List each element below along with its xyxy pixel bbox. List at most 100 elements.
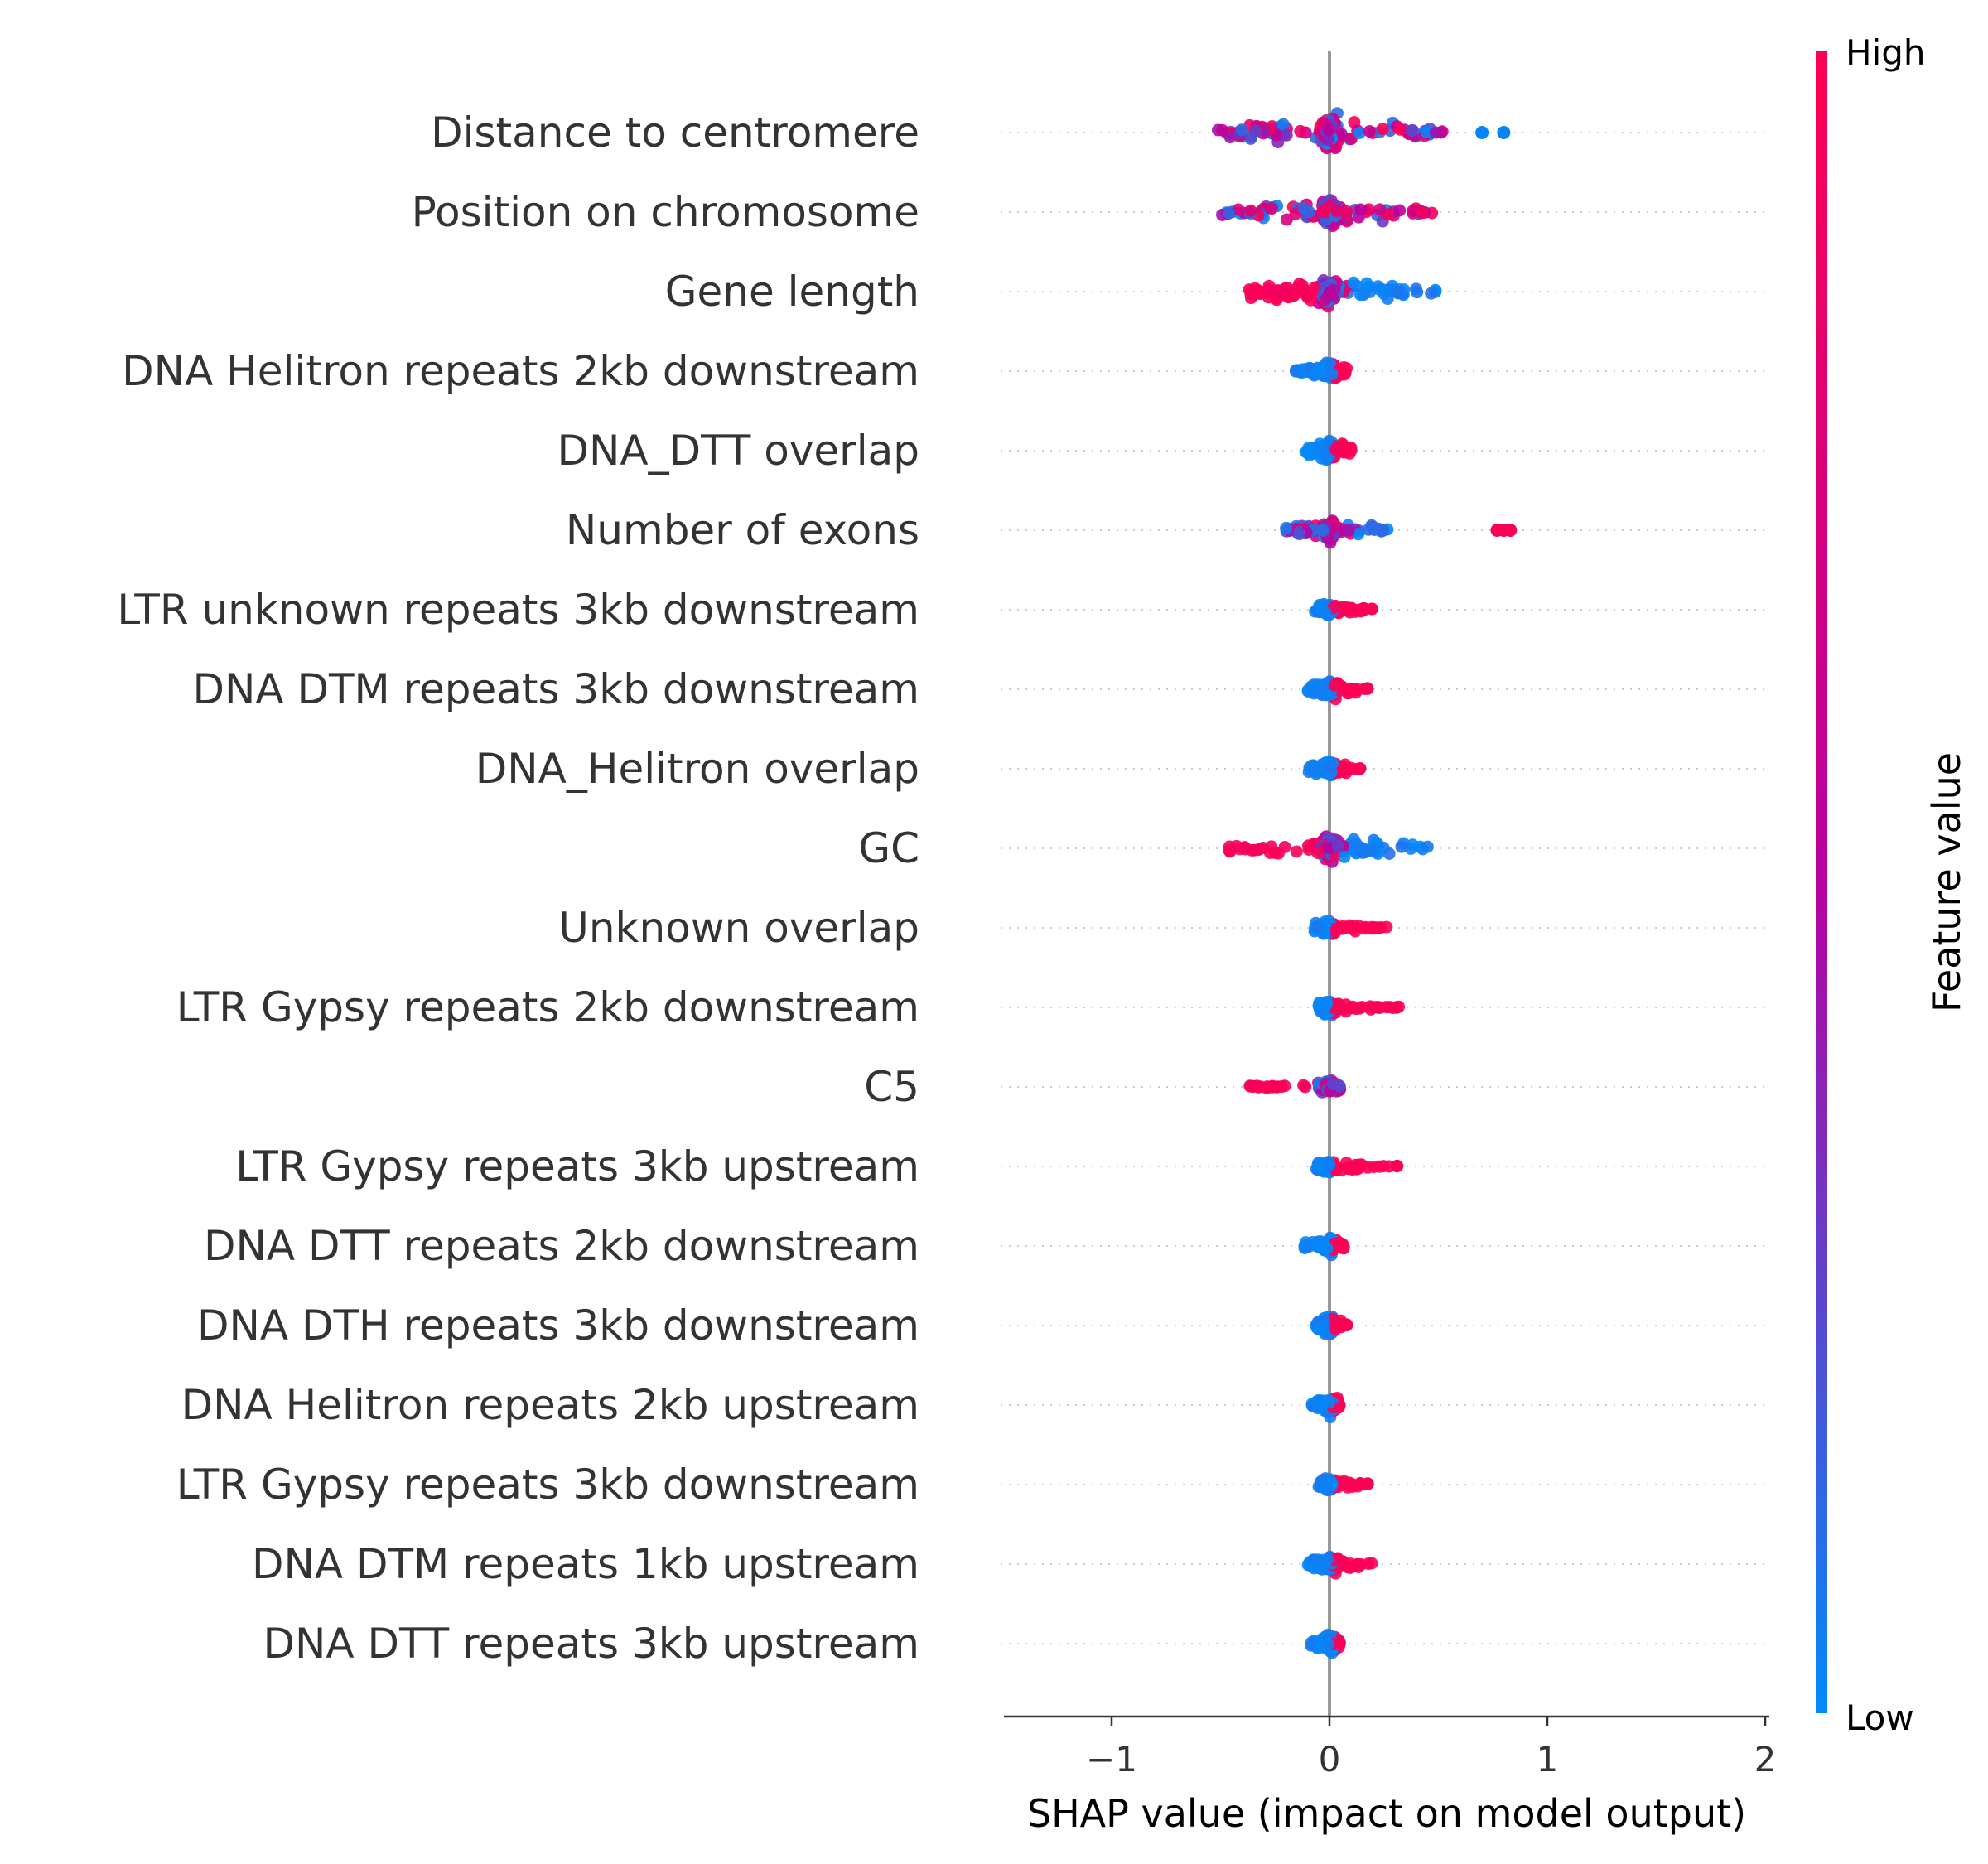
row-guides <box>1001 132 1764 1644</box>
shap-point <box>1354 203 1368 216</box>
shap-point <box>1395 840 1408 853</box>
feature-label: DNA DTT repeats 3kb upstream <box>263 1620 919 1668</box>
shap-point <box>1416 206 1428 220</box>
shap-point <box>1262 286 1275 299</box>
feature-label: LTR unknown repeats 3kb downstream <box>117 586 919 634</box>
shap-point <box>1276 118 1290 131</box>
shap-point <box>1344 1478 1357 1491</box>
shap-point <box>1244 204 1257 217</box>
shap-point <box>1367 922 1380 935</box>
shap-point <box>1391 286 1404 299</box>
shap-point <box>1411 286 1424 299</box>
shap-point <box>1298 1239 1311 1253</box>
shap-point <box>1361 1478 1374 1491</box>
shap-point <box>1223 206 1235 220</box>
shap-point <box>1339 601 1353 614</box>
feature-label: DNA_Helitron overlap <box>475 745 919 793</box>
shap-point <box>1299 1080 1312 1094</box>
shap-point <box>1321 1637 1334 1650</box>
shap-point <box>1296 279 1309 292</box>
feature-label: GC <box>858 824 919 872</box>
shap-point <box>1316 205 1329 218</box>
feature-label: DNA DTM repeats 1kb upstream <box>252 1540 919 1588</box>
shap-point <box>1326 1078 1339 1091</box>
shap-point <box>1339 921 1353 934</box>
shap-point <box>1421 840 1434 853</box>
shap-point <box>1321 133 1334 146</box>
feature-label: Distance to centromere <box>431 109 919 157</box>
shap-point <box>1352 1161 1365 1175</box>
x-ticks: −1 0 1 2 <box>1086 1717 1776 1779</box>
shap-point <box>1406 124 1418 137</box>
shap-point <box>1216 123 1229 137</box>
feature-label: DNA DTH repeats 3kb downstream <box>197 1301 919 1350</box>
shap-point <box>1340 1157 1353 1170</box>
shap-point <box>1353 1002 1366 1015</box>
shap-point <box>1232 203 1245 216</box>
x-tick-label: 1 <box>1537 1739 1559 1779</box>
shap-point <box>1263 847 1276 859</box>
shap-point <box>1347 276 1360 289</box>
shap-point <box>1393 204 1407 217</box>
shap-point <box>1314 761 1327 774</box>
shap-point <box>1322 842 1335 855</box>
shap-point <box>1368 524 1382 536</box>
shap-point <box>1353 127 1366 139</box>
shap-point <box>1329 924 1343 937</box>
x-tick-label: 2 <box>1754 1739 1777 1779</box>
shap-point <box>1307 282 1320 295</box>
shap-point <box>1392 1000 1406 1013</box>
shap-point <box>1279 283 1292 297</box>
shap-point <box>1363 1000 1377 1013</box>
shap-point <box>1235 123 1248 137</box>
shap-point <box>1319 1000 1332 1013</box>
feature-label: Unknown overlap <box>558 904 919 952</box>
feature-labels: Distance to centromere Position on chromo… <box>117 109 919 1668</box>
shap-point <box>1373 283 1387 297</box>
shap-point <box>1420 125 1433 138</box>
beeswarm-points <box>1212 107 1518 1659</box>
shap-point <box>1429 126 1442 139</box>
shap-point <box>1314 443 1327 456</box>
shap-point <box>1320 1481 1333 1495</box>
shap-point <box>1304 293 1317 307</box>
feature-label: LTR Gypsy repeats 2kb downstream <box>176 983 919 1031</box>
colorbar-title: Feature value <box>1924 752 1969 1012</box>
shap-point <box>1309 366 1322 379</box>
shap-point <box>1265 202 1278 215</box>
shap-outlier-point <box>1497 126 1511 139</box>
feature-label: LTR Gypsy repeats 3kb downstream <box>176 1461 919 1509</box>
shap-point <box>1367 843 1380 857</box>
shap-point <box>1308 1561 1321 1574</box>
shap-point <box>1321 1553 1334 1566</box>
colorbar: High Low Feature value <box>1816 32 1969 1738</box>
shap-point <box>1358 603 1371 616</box>
shap-outlier-point <box>1503 524 1518 537</box>
feature-label: DNA DTM repeats 3kb downstream <box>192 665 919 713</box>
shap-point <box>1238 841 1252 854</box>
shap-point <box>1319 606 1332 619</box>
shap-point <box>1360 277 1373 290</box>
shap-point <box>1311 847 1325 860</box>
shap-point <box>1324 286 1337 299</box>
colorbar-gradient <box>1816 51 1827 1713</box>
shap-point <box>1353 288 1367 302</box>
shap-point <box>1329 442 1342 456</box>
shap-point <box>1352 528 1365 541</box>
colorbar-high-label: High <box>1846 32 1926 73</box>
shap-point <box>1280 521 1293 534</box>
shap-point <box>1324 761 1337 774</box>
shap-point <box>1249 124 1262 138</box>
shap-point <box>1322 688 1335 702</box>
shap-point <box>1391 1160 1403 1173</box>
shap-point <box>1278 841 1291 853</box>
shap-point <box>1342 524 1355 537</box>
shap-point <box>1362 1557 1375 1571</box>
shap-point <box>1223 844 1236 857</box>
shap-point <box>1330 205 1344 218</box>
shap-point <box>1329 1322 1342 1335</box>
feature-label: DNA DTT repeats 2kb downstream <box>204 1222 919 1270</box>
shap-point <box>1254 1080 1267 1094</box>
x-tick-label: −1 <box>1086 1739 1137 1779</box>
shap-point <box>1290 845 1303 858</box>
